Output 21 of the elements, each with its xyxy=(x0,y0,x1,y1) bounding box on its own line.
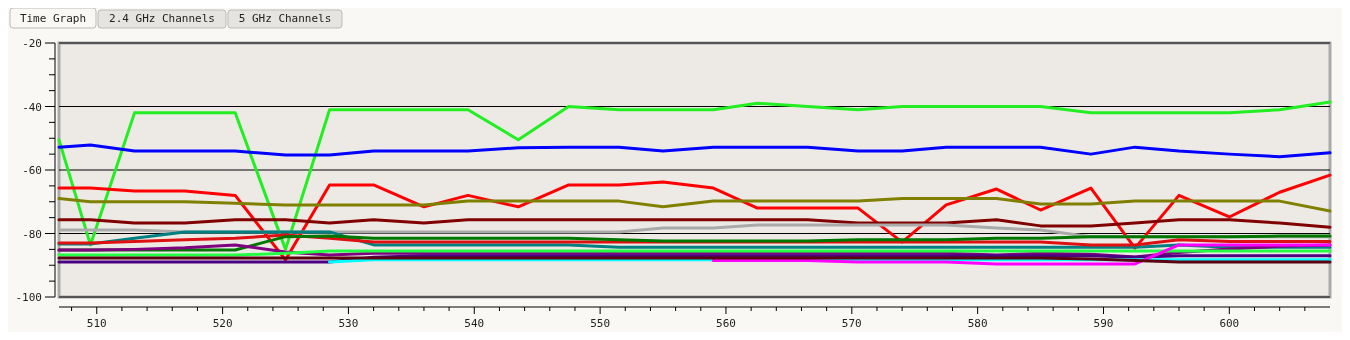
line-series xyxy=(57,143,1332,159)
y-tick-label: -80 xyxy=(22,227,42,241)
y-tick-label: -100 xyxy=(15,291,42,304)
x-tick-label: 600 xyxy=(1219,317,1240,330)
x-tick-label: 550 xyxy=(590,317,611,330)
line-series xyxy=(711,243,1332,266)
line-series xyxy=(57,218,1332,229)
x-tick-label: 520 xyxy=(212,317,233,330)
x-tick-label: 540 xyxy=(464,317,485,330)
x-tick-label: 580 xyxy=(967,317,988,330)
x-tick-label: 530 xyxy=(338,317,359,330)
line-series xyxy=(57,197,1332,213)
tab-bar: Time Graph 2.4 GHz Channels 5 GHz Channels xyxy=(9,8,343,29)
x-tick-label: 570 xyxy=(841,317,862,330)
x-tick-label: 510 xyxy=(86,317,107,330)
x-tick-label: 590 xyxy=(1093,317,1114,330)
y-tick-label: -60 xyxy=(22,164,42,177)
x-tick-label: 560 xyxy=(716,317,736,330)
line-series xyxy=(57,100,1332,251)
y-tick-label: -20 xyxy=(22,37,42,50)
y-tick-label: -40 xyxy=(22,100,42,114)
